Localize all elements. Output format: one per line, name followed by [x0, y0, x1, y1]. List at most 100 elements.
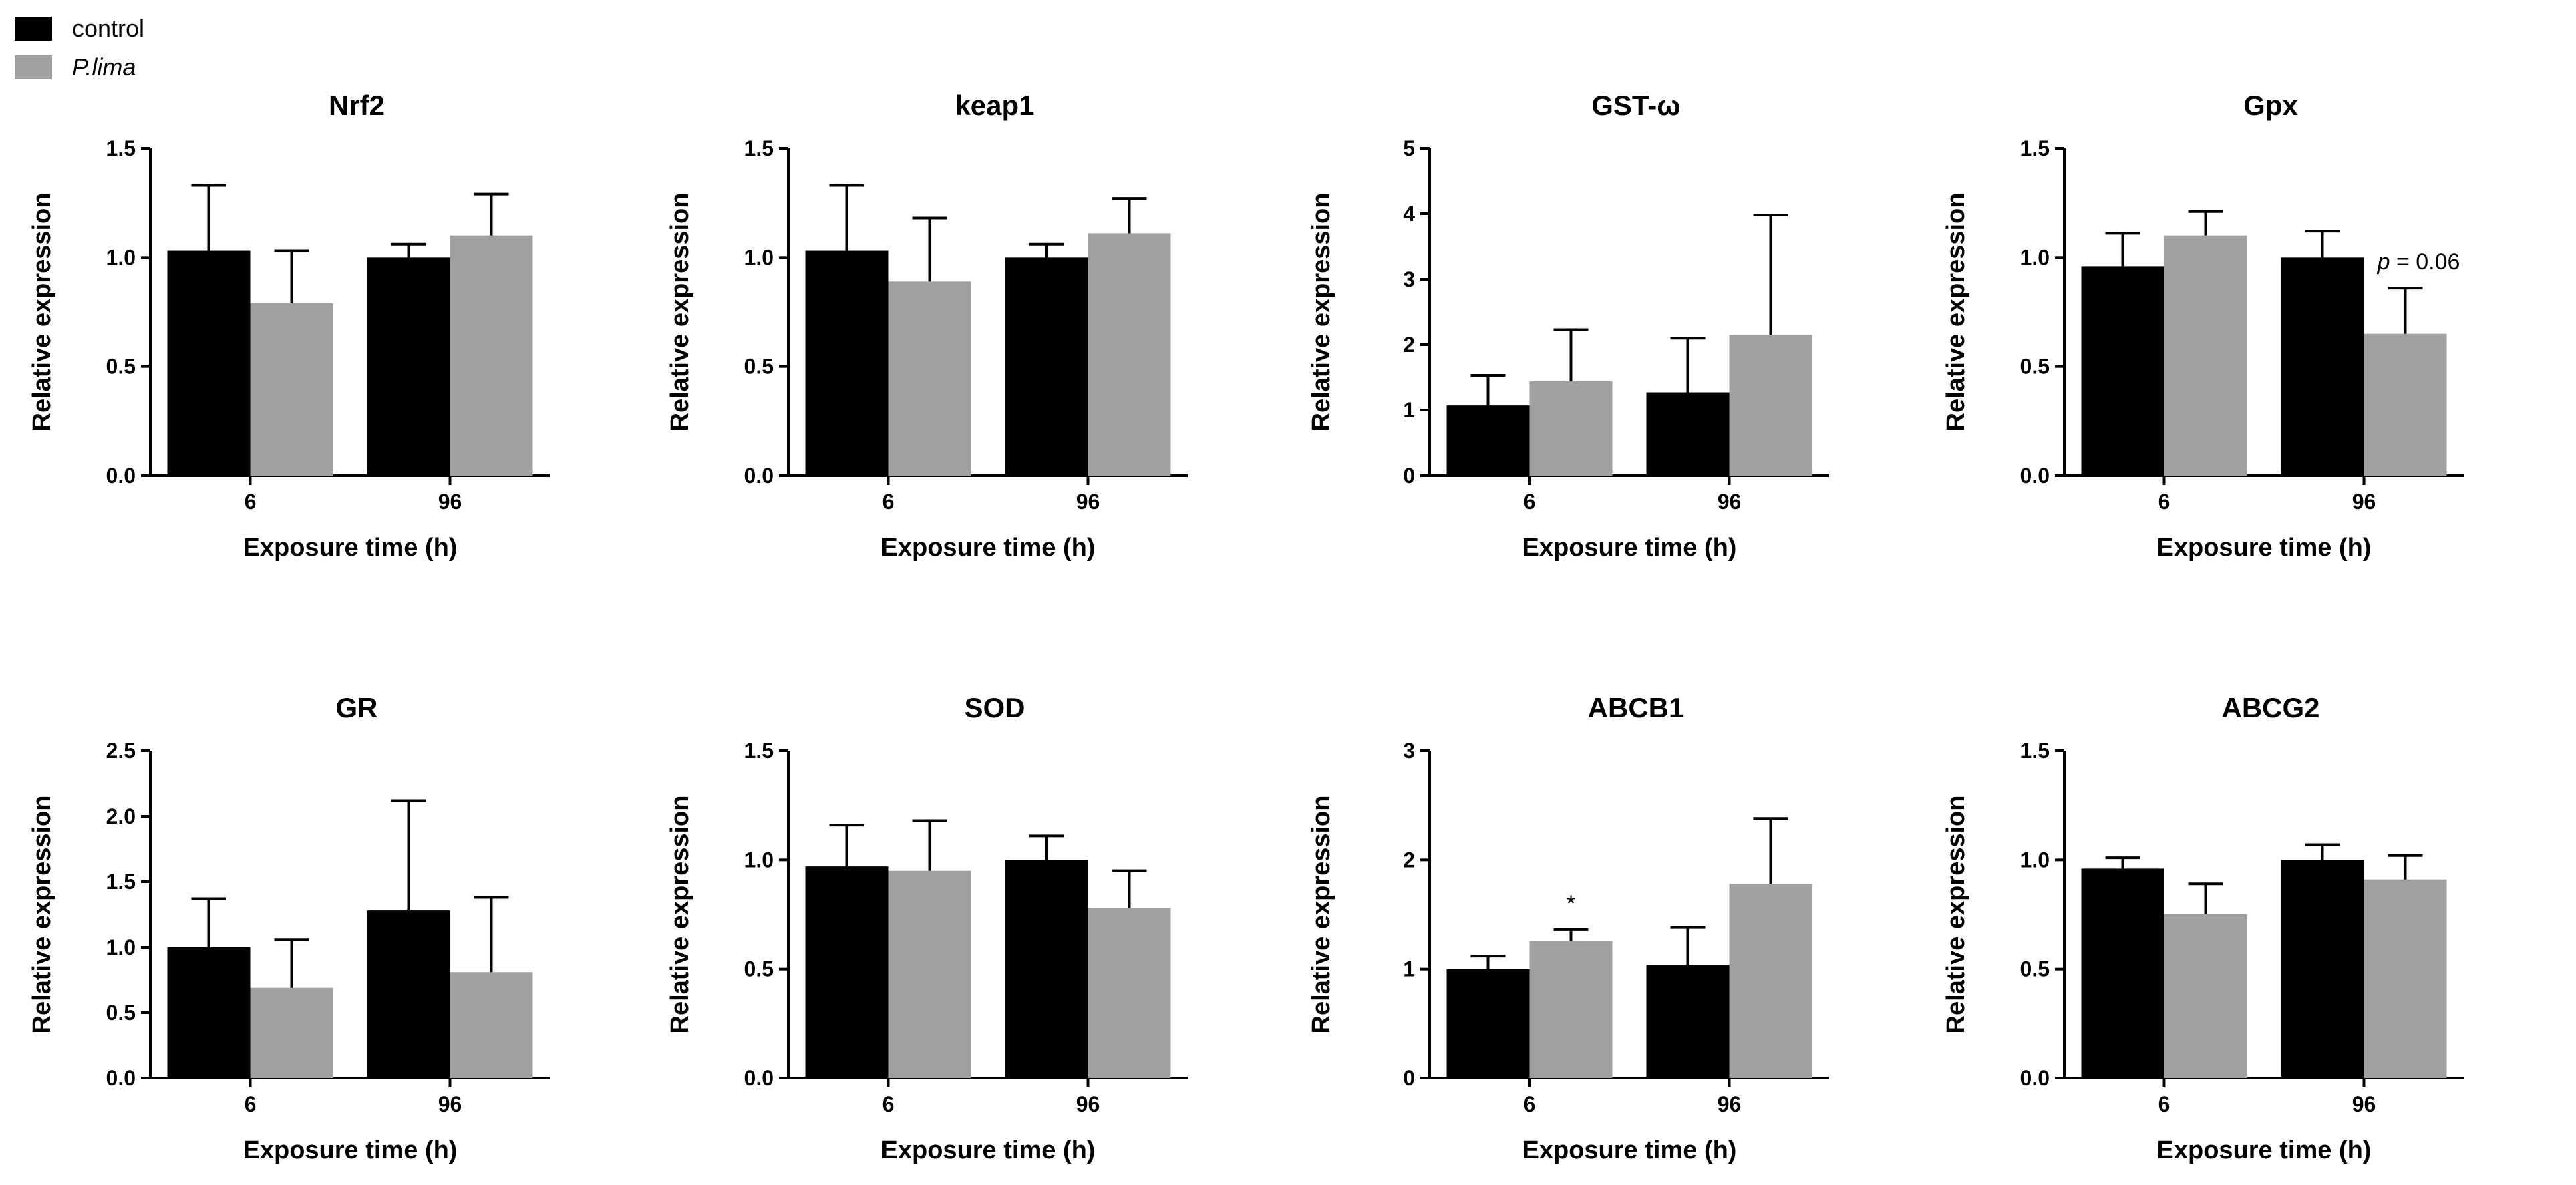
chart-title: SOD: [964, 692, 1025, 723]
x-tick-label: 6: [1524, 1092, 1536, 1116]
y-tick-label: 0.0: [744, 1066, 774, 1090]
chart-panel-gpx: Gpx 0.0 0.5 1.0 1.5 6 96 p = 0.06 Exposure time …: [1942, 90, 2464, 562]
chart-panel-gr: GR 0.0 0.5 1.0 1.5 2.0 2.5 6 96 Exposure time (h)…: [28, 692, 550, 1164]
x-tick-label: 6: [2158, 490, 2170, 514]
y-tick-label: 1.5: [744, 136, 774, 160]
y-tick-label: 1.5: [106, 136, 136, 160]
p-value-symbol: p: [2377, 249, 2390, 275]
x-tick-label: 6: [882, 1092, 895, 1116]
bar-p-lima-6: [888, 281, 971, 476]
bar-p-lima-6: [2164, 235, 2247, 476]
x-tick-label: 96: [1718, 1092, 1742, 1116]
bar-control-96: [2281, 257, 2364, 476]
bar-p-lima-96: [1729, 884, 1812, 1078]
y-tick-label: 0: [1403, 464, 1415, 488]
legend-swatch-control: [15, 17, 52, 41]
y-tick-label: 1: [1403, 398, 1415, 422]
bar-control-96: [1005, 860, 1088, 1078]
legend-swatch-p-lima: [15, 55, 52, 79]
y-tick-label: 2.0: [106, 804, 136, 828]
y-tick-label: 1.5: [2020, 136, 2050, 160]
bar-control-6: [2081, 266, 2164, 476]
x-tick-label: 6: [2158, 1092, 2170, 1116]
y-tick-label: 0.0: [106, 1066, 136, 1090]
y-tick-label: 1.0: [106, 245, 136, 269]
legend-item-control: control: [15, 9, 144, 48]
x-axis-label: Exposure time (h): [881, 1136, 1096, 1164]
bar-p-lima-96: [1088, 233, 1171, 476]
y-axis-label: Relative expression: [666, 796, 694, 1034]
x-tick-label: 6: [882, 490, 895, 514]
bar-control-6: [167, 250, 251, 476]
x-tick-label: 6: [245, 1092, 257, 1116]
legend: control P.lima: [15, 9, 144, 87]
chart-title: ABCG2: [2221, 692, 2319, 723]
legend-label-control: control: [72, 15, 145, 42]
y-tick-label: 0: [1403, 1066, 1415, 1090]
chart-title: ABCB1: [1588, 692, 1685, 723]
y-tick-label: 1.5: [744, 739, 774, 763]
y-axis-label: Relative expression: [28, 796, 56, 1034]
bar-p-lima-6: [1529, 381, 1613, 476]
chart-title: keap1: [955, 90, 1034, 121]
bar-p-lima-96: [1088, 908, 1171, 1078]
p-value-annotation: p = 0.06: [2377, 249, 2460, 275]
chart-title: Gpx: [2243, 90, 2298, 121]
y-tick-label: 1.0: [2020, 245, 2050, 269]
y-tick-label: 2.5: [106, 739, 136, 763]
chart-title: Nrf2: [329, 90, 385, 121]
x-axis-label: Exposure time (h): [2157, 534, 2372, 562]
bar-control-6: [805, 866, 889, 1078]
y-tick-label: 0.5: [2020, 355, 2050, 379]
bar-control-6: [167, 947, 251, 1078]
p-value-text: = 0.06: [2390, 249, 2460, 275]
bar-control-96: [1646, 392, 1730, 476]
y-tick-label: 0.0: [744, 464, 774, 488]
chart-title: GR: [336, 692, 378, 723]
bar-control-6: [1446, 405, 1530, 476]
y-tick-label: 0.0: [2020, 1066, 2050, 1090]
bar-p-lima-96: [2364, 879, 2447, 1078]
bar-control-96: [1646, 965, 1730, 1078]
x-tick-label: 96: [1718, 490, 1742, 514]
y-tick-label: 4: [1403, 202, 1415, 226]
bar-p-lima-96: [450, 235, 533, 476]
y-tick-label: 3: [1403, 267, 1415, 291]
x-tick-label: 6: [245, 490, 257, 514]
chart-panel-abcg2: ABCG2 0.0 0.5 1.0 1.5 6 96 Exposure time (h) Rel…: [1942, 692, 2464, 1164]
x-tick-label: 6: [1524, 490, 1536, 514]
bar-p-lima-96: [2364, 333, 2447, 476]
x-tick-label: 96: [1076, 1092, 1100, 1116]
legend-item-p-lima: P.lima: [15, 48, 144, 87]
chart-panel-sod: SOD 0.0 0.5 1.0 1.5 6 96 Exposure time (h) Relat…: [666, 692, 1188, 1164]
x-tick-label: 96: [438, 490, 462, 514]
bar-control-6: [805, 250, 889, 476]
bar-p-lima-6: [1529, 941, 1613, 1078]
y-tick-label: 1.5: [2020, 739, 2050, 763]
bar-p-lima-96: [450, 972, 533, 1078]
bar-p-lima-96: [1729, 335, 1812, 476]
bar-control-6: [2081, 868, 2164, 1078]
y-tick-label: 1.0: [744, 245, 774, 269]
x-axis-label: Exposure time (h): [1522, 534, 1737, 562]
x-tick-label: 96: [438, 1092, 462, 1116]
x-axis-label: Exposure time (h): [1522, 1136, 1737, 1164]
chart-panel-keap1: keap1 0.0 0.5 1.0 1.5 6 96 Exposure time (h) Rel…: [666, 90, 1188, 562]
bar-p-lima-6: [250, 303, 333, 476]
chart-panel-abcb1: ABCB1 0 1 2 3 6 96 * Exposure time (h) Relative e…: [1307, 692, 1829, 1164]
y-tick-label: 0.5: [744, 355, 774, 379]
bar-p-lima-6: [888, 870, 971, 1078]
chart-panel-gst: GST-ω 0 1 2 3 4 5 6 96 Exposure time (h) Relative …: [1307, 90, 1829, 562]
y-tick-label: 1.0: [106, 935, 136, 959]
x-axis-label: Exposure time (h): [881, 534, 1096, 562]
bar-control-96: [2281, 860, 2364, 1078]
significance-star: *: [1567, 891, 1575, 916]
y-tick-label: 1.0: [2020, 848, 2050, 872]
y-tick-label: 3: [1403, 739, 1415, 763]
y-axis-label: Relative expression: [1942, 193, 1970, 432]
y-tick-label: 0.5: [744, 957, 774, 981]
bar-p-lima-6: [250, 987, 333, 1078]
bar-control-96: [367, 257, 450, 476]
bar-control-96: [367, 910, 450, 1078]
y-tick-label: 1: [1403, 957, 1415, 981]
